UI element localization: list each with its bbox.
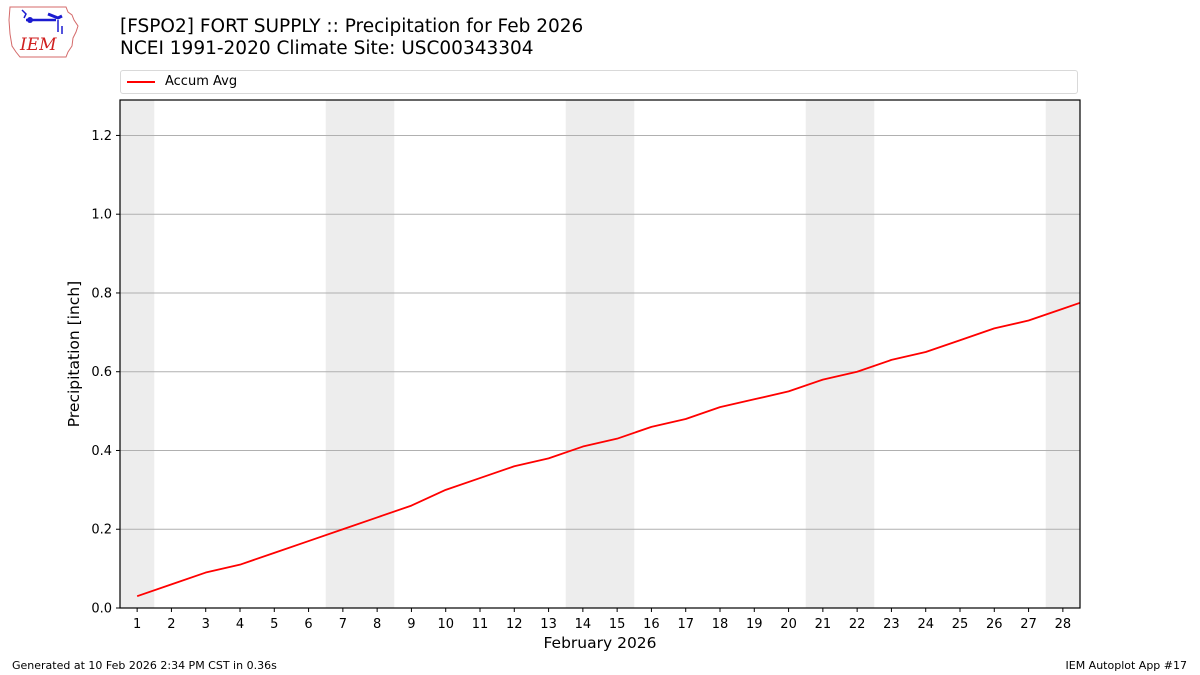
- x-tick-label: 18: [712, 617, 729, 632]
- x-tick-label: 15: [609, 617, 626, 632]
- weekend-band: [805, 100, 875, 608]
- y-tick-label: 1.0: [91, 208, 112, 223]
- chart-title: [FSPO2] FORT SUPPLY :: Precipitation for…: [120, 16, 583, 60]
- x-tick-label: 8: [373, 617, 381, 632]
- legend: Accum Avg: [120, 70, 1078, 94]
- x-tick-label: 22: [849, 617, 866, 632]
- x-tick-label: 26: [986, 617, 1003, 632]
- weekend-band: [120, 100, 155, 608]
- y-tick-label: 0.0: [91, 602, 112, 617]
- plot-frame: [119, 99, 1081, 609]
- x-tick-label: 17: [677, 617, 694, 632]
- x-tick-label: 10: [437, 617, 454, 632]
- title-line-1: [FSPO2] FORT SUPPLY :: Precipitation for…: [120, 16, 584, 37]
- x-axis-label: February 2026: [543, 634, 657, 652]
- legend-label-accum-avg: Accum Avg: [165, 74, 238, 89]
- y-axis-label: Precipitation [inch]: [65, 280, 83, 428]
- x-tick-label: 20: [780, 617, 797, 632]
- x-tick-label: 12: [506, 617, 523, 632]
- y-tick-label: 0.2: [91, 523, 112, 538]
- x-tick-label: 19: [746, 617, 763, 632]
- x-tick-label: 13: [540, 617, 557, 632]
- x-tick-label: 28: [1055, 617, 1072, 632]
- generated-timestamp: Generated at 10 Feb 2026 2:34 PM CST in …: [12, 659, 277, 672]
- x-tick-label: 6: [304, 617, 312, 632]
- x-tick-label: 11: [472, 617, 489, 632]
- y-tick-label: 0.4: [91, 444, 112, 459]
- app-credit: IEM Autoplot App #17: [1065, 659, 1188, 672]
- iem-logo: IEM: [6, 4, 82, 60]
- x-tick-label: 2: [167, 617, 175, 632]
- x-tick-label: 9: [407, 617, 415, 632]
- x-tick-label: 24: [917, 617, 934, 632]
- series-line-accum-avg: [136, 301, 1081, 598]
- x-tick-label: 3: [202, 617, 210, 632]
- x-tick-label: 27: [1020, 617, 1037, 632]
- x-tick-label: 16: [643, 617, 660, 632]
- x-tick-label: 4: [236, 617, 244, 632]
- weekend-band: [1045, 100, 1080, 608]
- x-tick-label: 25: [952, 617, 969, 632]
- y-tick-label: 0.6: [91, 365, 112, 380]
- x-tick-label: 1: [133, 617, 141, 632]
- weekend-band: [565, 100, 635, 608]
- x-tick-label: 21: [815, 617, 832, 632]
- x-tick-label: 5: [270, 617, 278, 632]
- logo-text: IEM: [19, 35, 57, 55]
- iowa-state-outline-icon: IEM: [8, 6, 79, 58]
- y-tick-label: 1.2: [91, 129, 112, 144]
- x-tick-label: 14: [575, 617, 592, 632]
- title-line-2: NCEI 1991-2020 Climate Site: USC00343304: [120, 38, 534, 59]
- x-tick-label: 7: [339, 617, 347, 632]
- y-tick-label: 0.8: [91, 286, 112, 301]
- x-tick-label: 23: [883, 617, 900, 632]
- legend-line-swatch: [127, 81, 155, 83]
